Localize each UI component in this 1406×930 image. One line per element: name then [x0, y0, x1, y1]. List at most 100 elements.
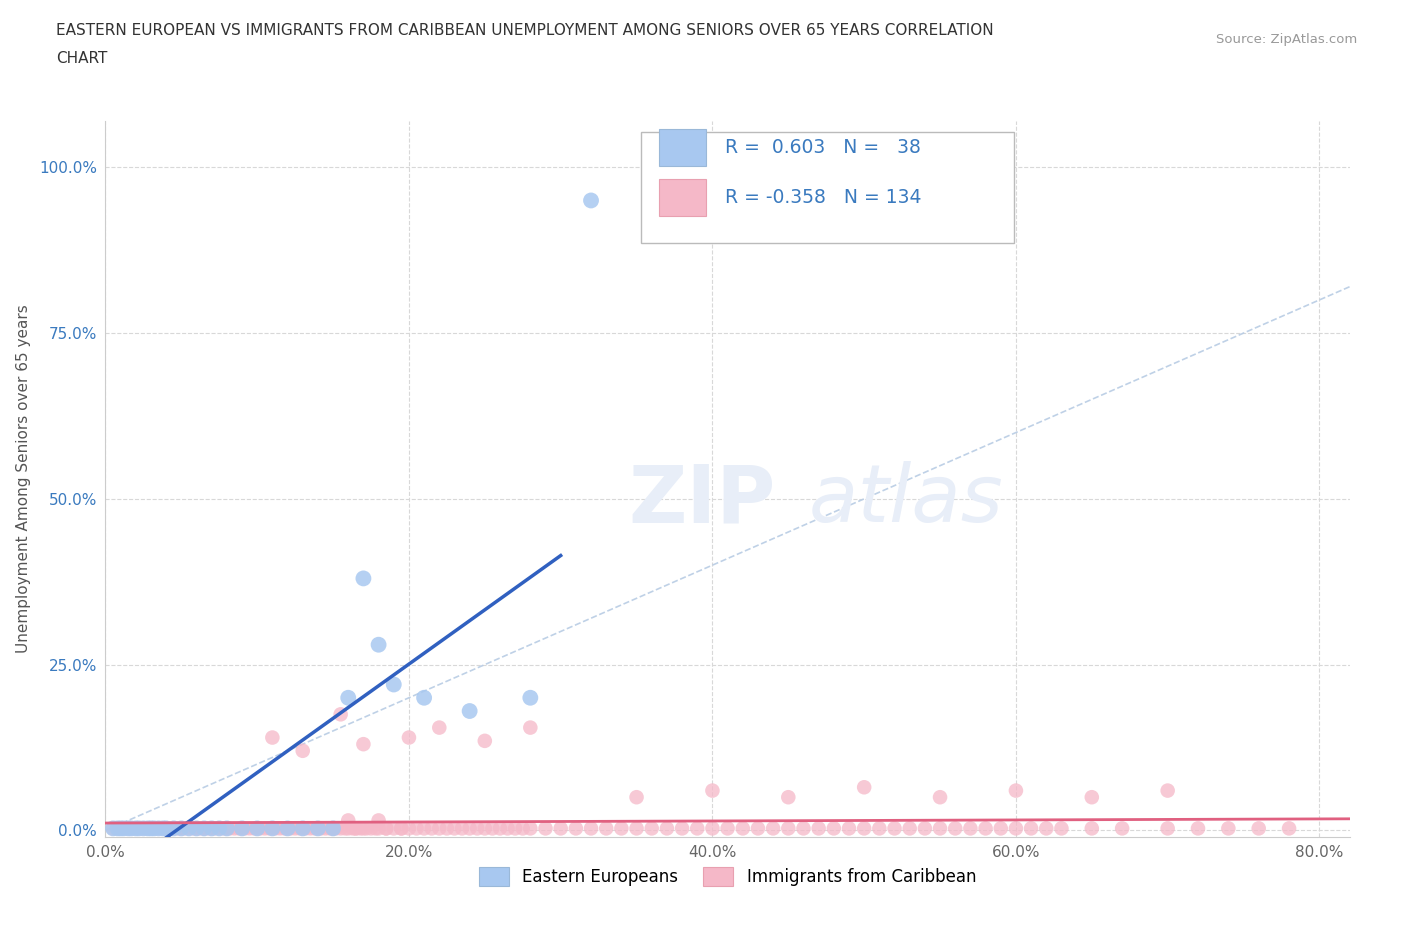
Point — [163, 821, 186, 836]
Point — [152, 821, 174, 836]
Point — [231, 821, 253, 836]
Point — [610, 821, 633, 836]
Point — [534, 821, 557, 836]
Point — [1081, 821, 1104, 836]
Point — [474, 734, 496, 749]
Point — [155, 821, 177, 836]
Point — [352, 571, 374, 586]
Point — [389, 821, 412, 836]
Point — [125, 821, 148, 836]
Point — [277, 821, 299, 836]
Point — [125, 821, 148, 836]
Point — [157, 821, 180, 836]
Point — [579, 821, 602, 836]
Text: Source: ZipAtlas.com: Source: ZipAtlas.com — [1216, 33, 1357, 46]
Point — [239, 821, 262, 836]
Point — [481, 821, 503, 836]
Point — [218, 821, 242, 836]
Point — [136, 821, 159, 836]
Point — [101, 821, 124, 836]
Point — [112, 821, 135, 836]
Point — [299, 821, 322, 836]
Point — [778, 821, 800, 836]
Point — [943, 821, 966, 836]
Point — [1005, 821, 1028, 836]
Point — [360, 821, 382, 836]
Point — [1111, 821, 1133, 836]
Point — [201, 821, 224, 836]
Point — [716, 821, 740, 836]
Point — [173, 821, 195, 836]
Point — [307, 821, 329, 836]
Point — [186, 821, 208, 836]
Point — [465, 821, 488, 836]
Point — [762, 821, 785, 836]
Point — [304, 821, 326, 836]
Point — [117, 821, 139, 836]
Point — [246, 821, 269, 836]
Point — [284, 821, 307, 836]
Point — [193, 821, 215, 836]
Point — [291, 821, 314, 836]
Point — [309, 821, 332, 836]
Point — [778, 790, 800, 804]
Point — [128, 821, 150, 836]
Point — [337, 690, 360, 705]
Point — [262, 730, 284, 745]
Point — [398, 821, 420, 836]
Point — [342, 821, 364, 836]
Point — [325, 821, 347, 836]
Point — [201, 821, 224, 836]
Point — [231, 821, 253, 836]
FancyBboxPatch shape — [659, 128, 706, 166]
Point — [307, 821, 329, 836]
Point — [215, 821, 238, 836]
Point — [853, 780, 876, 795]
Point — [929, 790, 952, 804]
Text: CHART: CHART — [56, 51, 108, 66]
Point — [139, 821, 162, 836]
Point — [136, 821, 159, 836]
Point — [322, 821, 344, 836]
Point — [382, 821, 405, 836]
Point — [1218, 821, 1240, 836]
Point — [188, 821, 211, 836]
Point — [107, 821, 129, 836]
Point — [914, 821, 936, 836]
Point — [436, 821, 458, 836]
Point — [474, 821, 496, 836]
Point — [280, 821, 302, 836]
Point — [641, 821, 664, 836]
Point — [204, 821, 226, 836]
Point — [163, 821, 186, 836]
Point — [792, 821, 814, 836]
Point — [262, 821, 284, 836]
Point — [519, 720, 541, 735]
Point — [405, 821, 427, 836]
Point — [208, 821, 231, 836]
Point — [132, 821, 155, 836]
Text: R = -0.358   N = 134: R = -0.358 N = 134 — [725, 188, 921, 207]
Point — [344, 821, 367, 836]
Point — [132, 821, 155, 836]
Point — [655, 821, 678, 836]
Point — [398, 730, 420, 745]
Point — [183, 821, 205, 836]
Point — [427, 720, 450, 735]
Point — [107, 821, 129, 836]
Point — [1156, 821, 1178, 836]
Point — [170, 821, 193, 836]
Point — [344, 821, 367, 836]
Point — [1050, 821, 1073, 836]
Point — [143, 821, 166, 836]
Point — [595, 821, 617, 836]
Point — [170, 821, 193, 836]
Point — [177, 821, 200, 836]
Point — [110, 821, 132, 836]
Point — [389, 821, 412, 836]
Point — [686, 821, 709, 836]
Point — [337, 813, 360, 828]
Point — [193, 821, 215, 836]
Point — [868, 821, 890, 836]
Point — [322, 821, 344, 836]
